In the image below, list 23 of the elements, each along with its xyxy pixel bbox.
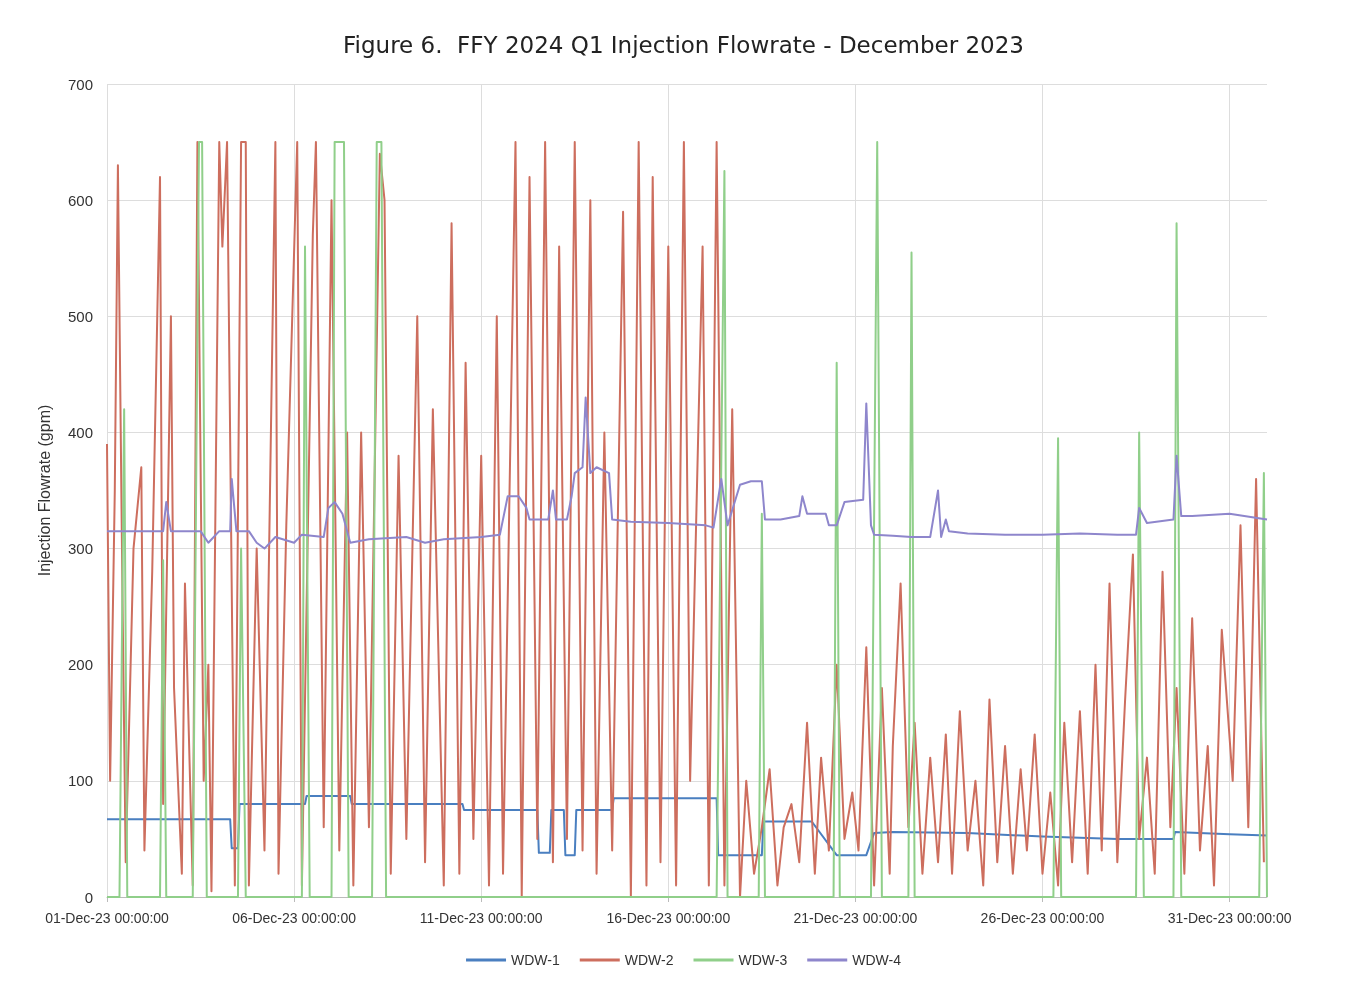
x-tick-label: 16-Dec-23 00:00:00 [606, 910, 731, 926]
line-series [106, 794, 1268, 857]
y-tick-label: 600 [67, 191, 93, 209]
x-tick-label: 11-Dec-23 00:00:00 [419, 910, 543, 926]
y-tick-label: 500 [67, 307, 93, 325]
x-tick-label: 26-Dec-23 00:00:00 [980, 910, 1105, 926]
y-axis-title: Injection Flowrate (gpm) [35, 404, 53, 577]
y-tick-label: 300 [67, 540, 93, 558]
legend-label: WDW-1 [511, 952, 560, 968]
legend-label: WDW-3 [738, 952, 788, 968]
y-tick-label: 100 [67, 772, 93, 790]
x-tick-label: 31-Dec-23 00:00:00 [1167, 910, 1292, 926]
legend-label: WDW-4 [852, 952, 902, 968]
legend-label: WDW-2 [624, 952, 674, 968]
x-tick-label: 01-Dec-23 00:00:00 [45, 910, 170, 926]
x-tick-label: 21-Dec-23 00:00:00 [793, 910, 918, 926]
y-tick-label: 0 [84, 888, 93, 906]
y-tick-label: 700 [67, 75, 93, 93]
x-tick-label: 06-Dec-23 00:00:00 [232, 910, 357, 926]
y-tick-label: 200 [67, 656, 93, 674]
y-tick-label: 400 [67, 423, 93, 441]
line-series [106, 396, 1268, 550]
chart-title: Figure 6. FFY 2024 Q1 Injection Flowrate - December 2023 [343, 31, 1024, 58]
